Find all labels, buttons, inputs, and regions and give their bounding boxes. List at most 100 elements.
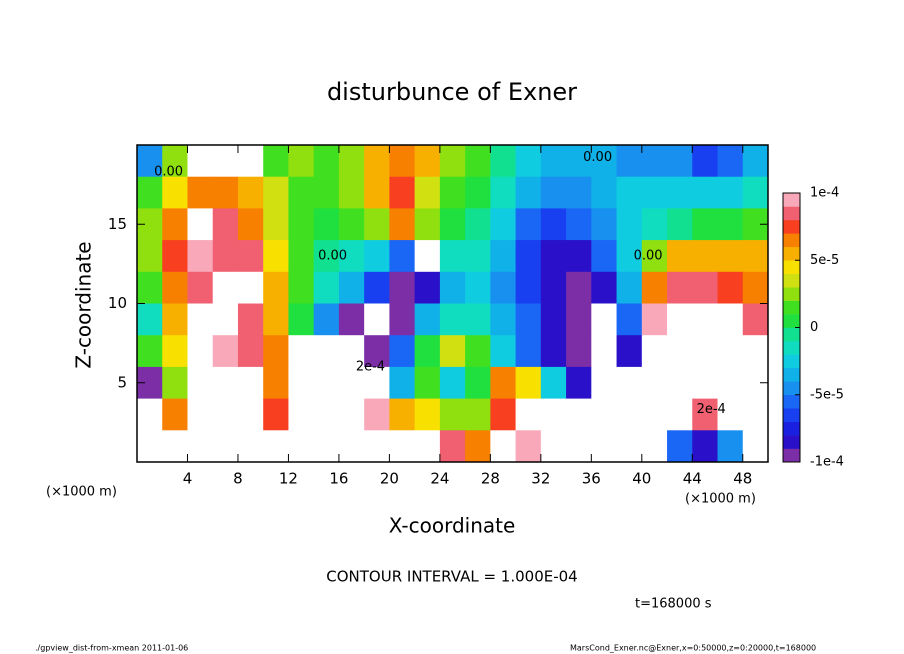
colorbar-band	[783, 327, 800, 342]
field-cell	[414, 398, 441, 431]
field-cell	[439, 303, 466, 336]
field-cell	[313, 208, 340, 241]
field-cell	[465, 176, 491, 209]
field-cell	[389, 366, 416, 400]
field-cell	[667, 240, 693, 273]
field-cell	[591, 208, 618, 241]
field-cell	[566, 240, 592, 273]
field-cell	[389, 176, 416, 209]
colorbar-band	[783, 300, 800, 315]
field-cell	[187, 398, 214, 431]
x-tick-label: 4	[183, 470, 193, 488]
field-cell	[187, 145, 214, 178]
field-cell	[515, 176, 542, 209]
field-cell	[313, 430, 340, 463]
contour-interval: CONTOUR INTERVAL = 1.000E-04	[326, 568, 577, 586]
x-tick-label: 12	[279, 470, 298, 488]
field-cell	[338, 366, 365, 400]
x-tick-label: 8	[233, 470, 243, 488]
field-cell	[692, 145, 719, 178]
field-cell	[263, 208, 289, 241]
field-cell	[692, 335, 719, 368]
field-cell	[414, 208, 441, 241]
field-cell	[288, 398, 315, 431]
field-cell	[540, 366, 567, 400]
field-cell	[187, 366, 214, 400]
x-tick-label: 28	[481, 470, 500, 488]
y-tick-label: 15	[108, 215, 127, 233]
field-cell	[162, 176, 188, 209]
colorbar-tick-label: 0	[810, 320, 818, 335]
field-cell	[137, 240, 163, 273]
field-cell	[667, 176, 693, 209]
field-cell	[313, 398, 340, 431]
field-cell	[490, 176, 517, 209]
field-cell	[187, 271, 214, 304]
field-cell	[717, 271, 744, 304]
field-cell	[212, 303, 239, 336]
field-cell	[288, 176, 315, 209]
field-cell	[742, 430, 769, 463]
field-cell	[742, 145, 769, 178]
field-cell	[212, 430, 239, 463]
colorbar-band	[783, 273, 800, 288]
field-cell	[641, 398, 668, 431]
field-cell	[288, 335, 315, 368]
field-cell	[641, 145, 668, 178]
field-cell	[591, 176, 618, 209]
field-cell	[263, 176, 289, 209]
field-cell	[338, 335, 365, 368]
field-cell	[717, 398, 744, 431]
field-cell	[439, 240, 466, 273]
field-cell	[288, 366, 315, 400]
field-cell	[566, 430, 592, 463]
x-tick-label: 24	[430, 470, 449, 488]
field-cell	[540, 335, 567, 368]
field-cell	[616, 430, 643, 463]
field-cell	[591, 366, 618, 400]
field-cell	[566, 208, 592, 241]
field-cell	[288, 208, 315, 241]
field-cell	[717, 240, 744, 273]
field-cell	[338, 271, 365, 304]
field-cell	[641, 335, 668, 368]
field-cell	[237, 145, 264, 178]
contour-label: 2e-4	[697, 402, 726, 417]
footer-left: ./gpview_dist-from-xmean 2011-01-06	[35, 644, 188, 653]
field-cell	[439, 145, 466, 178]
field-cell	[667, 430, 693, 463]
field-cell	[162, 271, 188, 304]
field-cell	[465, 271, 491, 304]
field-cell	[540, 271, 567, 304]
footer-right: MarsCond_Exner.nc@Exner,x=0:50000,z=0:20…	[570, 644, 816, 653]
field-cell	[591, 303, 618, 336]
field-cell	[490, 303, 517, 336]
colorbar-tick-label: 5e-5	[810, 253, 839, 268]
field-cell	[439, 335, 466, 368]
field-cell	[591, 398, 618, 431]
field-cell	[515, 271, 542, 304]
field-cell	[465, 366, 491, 400]
field-cell	[490, 208, 517, 241]
colorbar-band	[783, 260, 800, 274]
field-cell	[212, 145, 239, 178]
field-cell	[364, 430, 390, 463]
field-cell	[414, 176, 441, 209]
y-tick-label: 5	[117, 373, 127, 391]
field-cell	[288, 145, 315, 178]
field-cell	[616, 398, 643, 431]
field-cell	[717, 430, 744, 463]
field-cell	[338, 145, 365, 178]
field-cell	[667, 145, 693, 178]
field-cell	[263, 398, 289, 431]
field-cell	[439, 398, 466, 431]
field-cell	[540, 398, 567, 431]
colorbar-band	[783, 435, 800, 449]
field-cell	[591, 145, 618, 178]
field-cell	[566, 366, 592, 400]
field-cell	[641, 303, 668, 336]
field-cell	[212, 366, 239, 400]
field-cell	[692, 398, 719, 431]
field-cell	[162, 208, 188, 241]
